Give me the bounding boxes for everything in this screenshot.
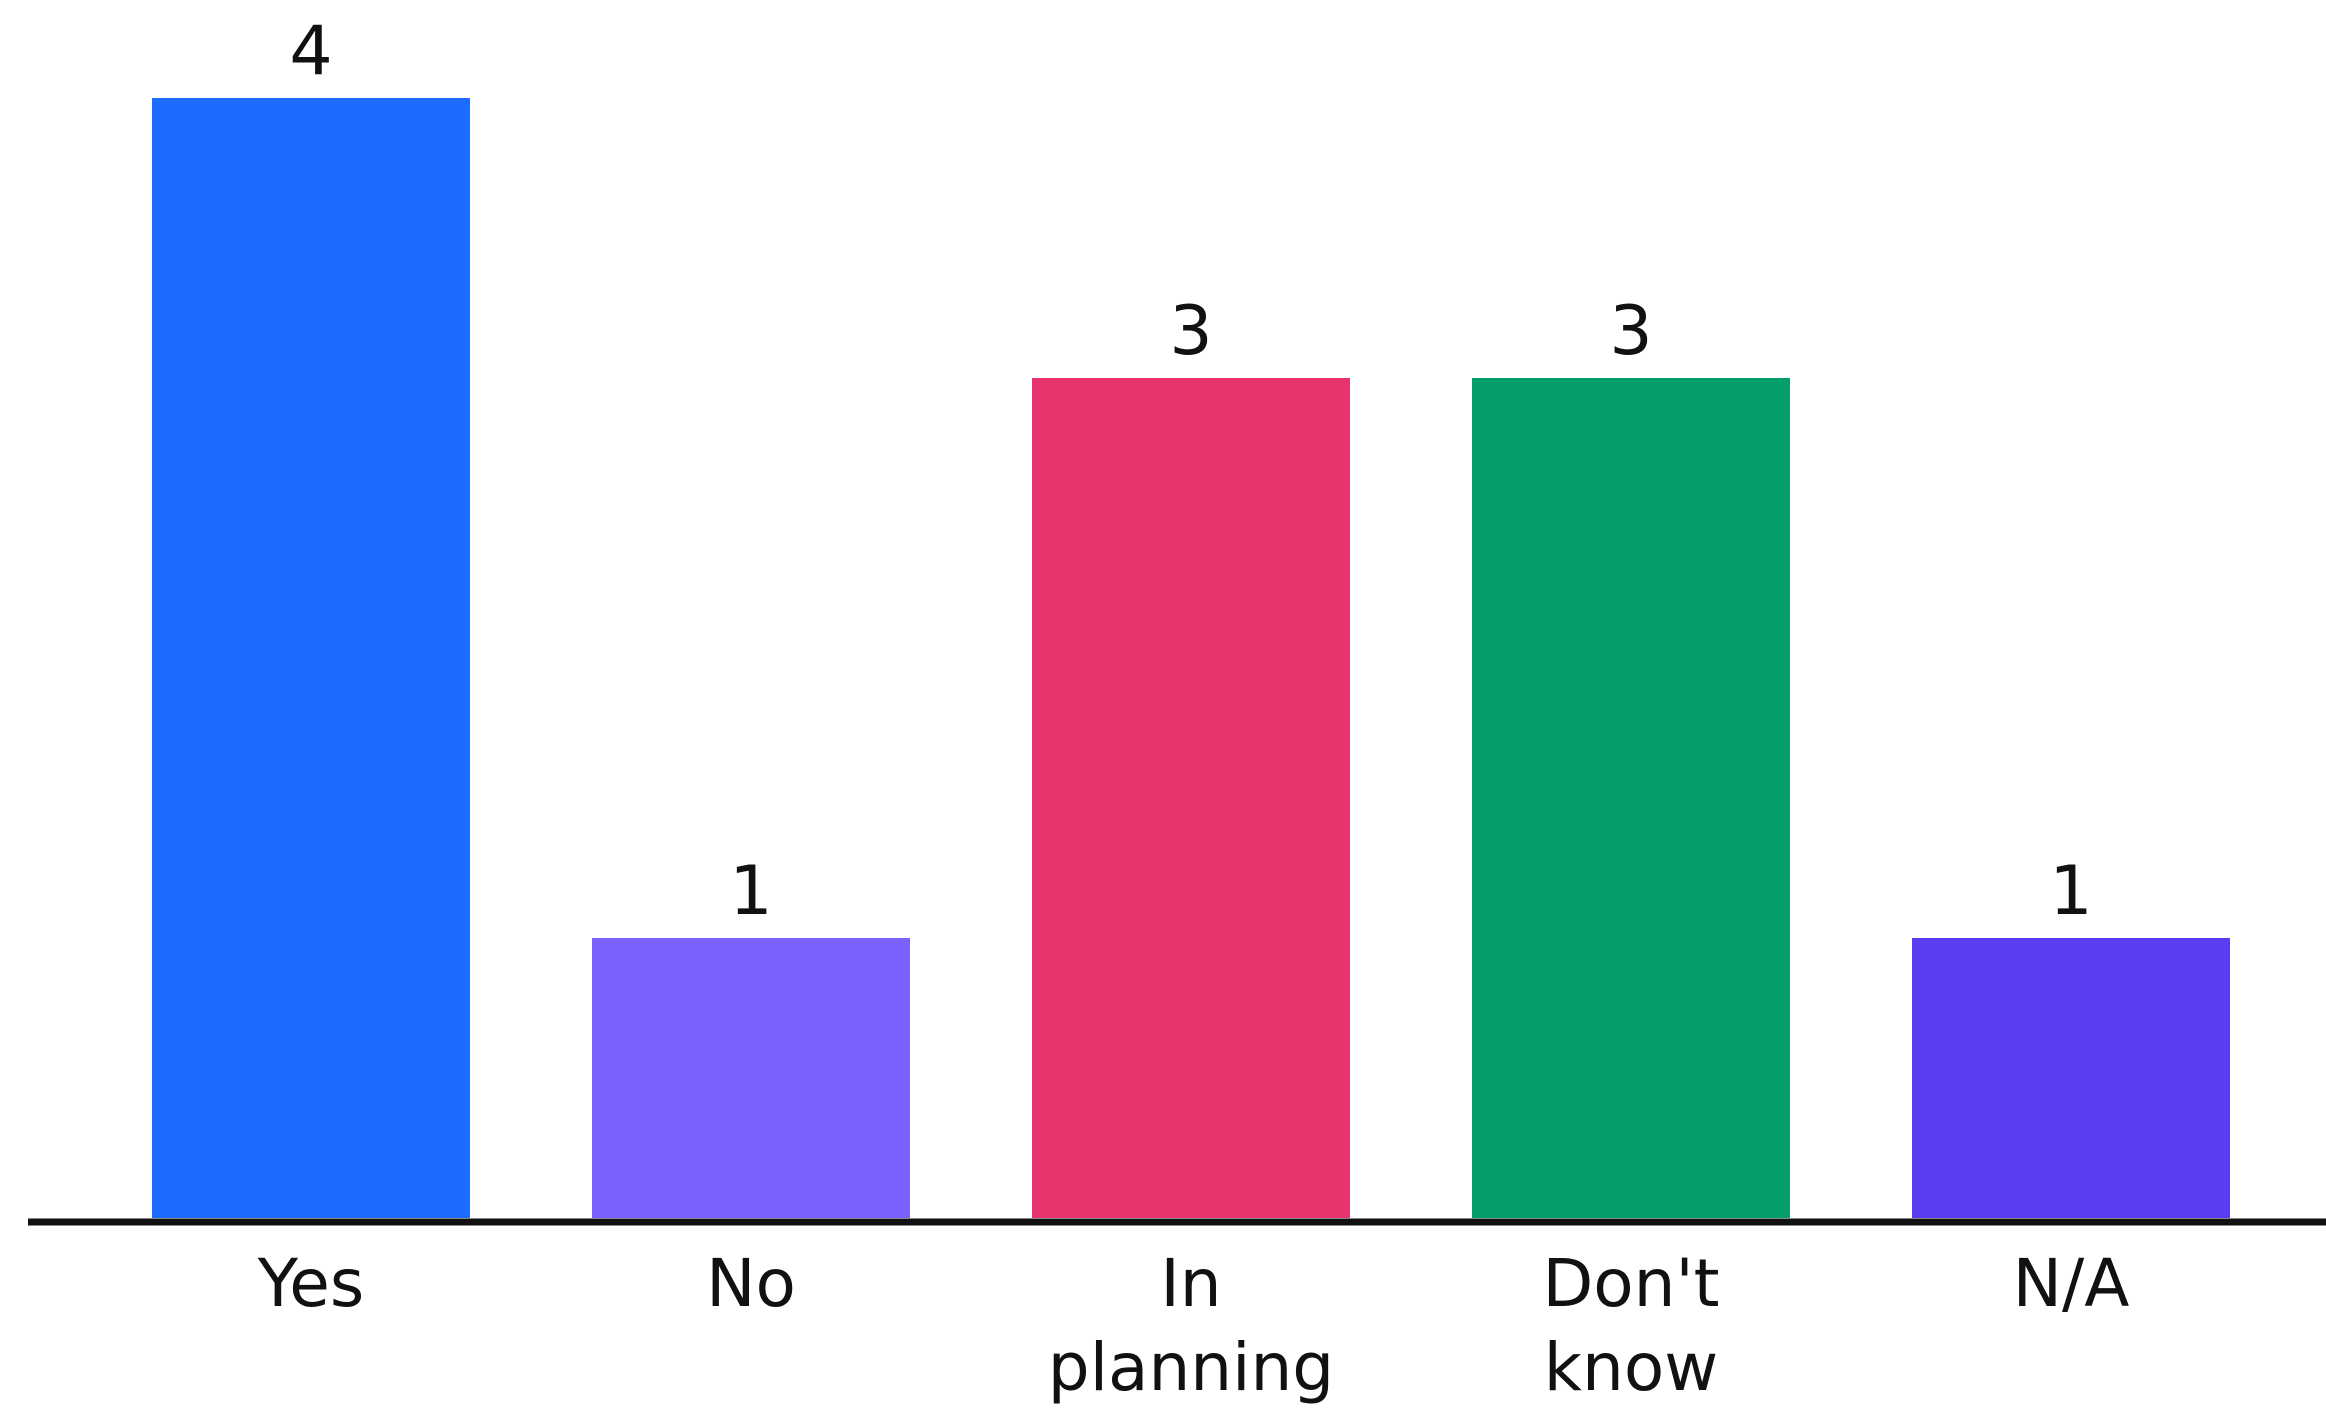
- bar-1: [592, 938, 910, 1218]
- bar-3: [1472, 378, 1790, 1218]
- tick-label-4-0: N/A: [2013, 1245, 2130, 1322]
- data-label-2: 3: [1169, 292, 1212, 371]
- tick-label-0-0: Yes: [257, 1245, 365, 1322]
- bar-0: [152, 98, 470, 1218]
- data-label-3: 3: [1609, 292, 1652, 371]
- tick-label-3-1: know: [1544, 1329, 1718, 1406]
- data-label-1: 1: [729, 852, 772, 931]
- bars-group: [152, 98, 2230, 1218]
- value-labels-group: 4 1 3 3 1: [289, 12, 2092, 931]
- tick-label-2-1: planning: [1048, 1329, 1334, 1406]
- bar-2: [1032, 378, 1350, 1218]
- bar-4: [1912, 938, 2230, 1218]
- tick-label-3-0: Don't: [1542, 1245, 1719, 1322]
- tick-label-1-0: No: [706, 1245, 796, 1322]
- data-label-4: 1: [2049, 852, 2092, 931]
- data-label-0: 4: [289, 12, 332, 91]
- tick-label-2-0: In: [1160, 1245, 1221, 1322]
